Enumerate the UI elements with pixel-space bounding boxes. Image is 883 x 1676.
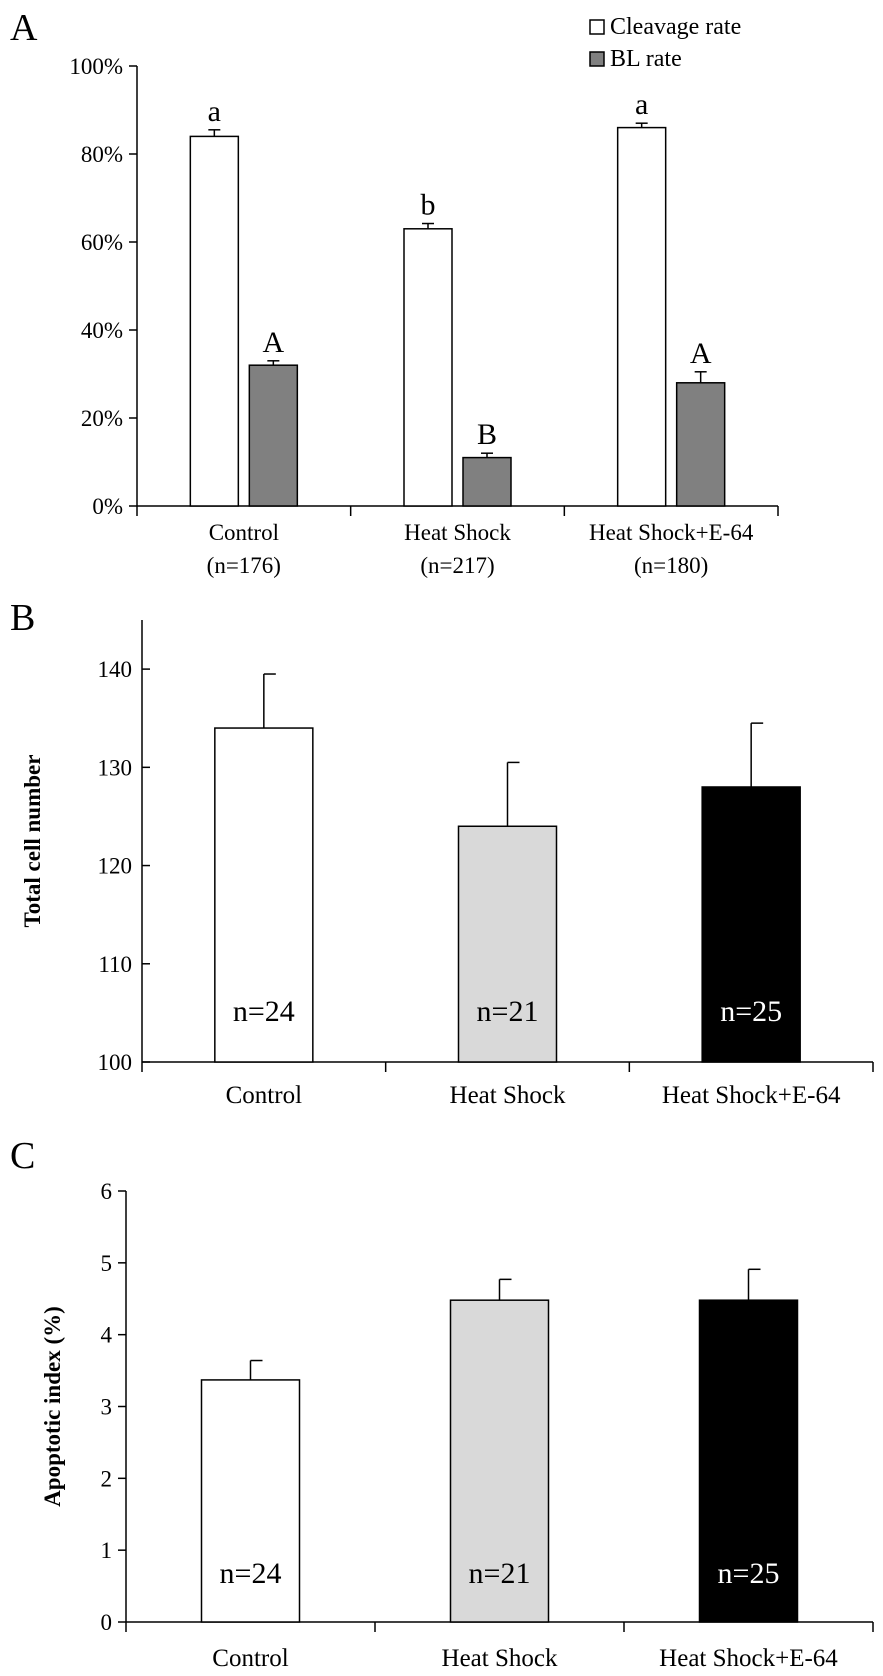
panel-a-bar-cleavage [189, 135, 240, 507]
panel-b-bar-label: n=24 [233, 995, 295, 1028]
panel-b-bar-label: n=21 [477, 995, 539, 1028]
panel-a-significance-letter: A [690, 337, 712, 370]
panel-a-category-sublabel: (n=217) [420, 553, 494, 578]
panel-c-y-tick-label: 3 [101, 1395, 113, 1420]
panel-c-y-axis-label: Apoptotic index (%) [40, 1306, 65, 1507]
panel-b-category-label: Heat Shock [450, 1082, 566, 1109]
panel-b-bar [457, 825, 558, 1063]
panel-a-y-tick-label: 20% [81, 406, 123, 431]
panel-a-bar-bl [462, 456, 512, 507]
panel-a-legend-label: BL rate [610, 46, 682, 72]
panel-a-category-label: Heat Shock+E-64 [589, 520, 754, 545]
panel-a-category-label: Control [209, 520, 279, 545]
panel-c-category-label: Heat Shock [442, 1645, 558, 1672]
panel-c-bar-label: n=24 [220, 1557, 282, 1590]
panel-c-bar [449, 1299, 550, 1623]
panel-c-y-tick-label: 6 [101, 1179, 113, 1204]
panel-a-y-tick-label: 60% [81, 230, 123, 255]
panel-a-bar-bl [248, 364, 299, 507]
panel-a-legend-label: Cleavage rate [610, 14, 741, 40]
panel-b-y-tick-label: 140 [98, 657, 133, 682]
panel-a-category-sublabel: (n=176) [207, 553, 281, 578]
panel-c-bar-label: n=25 [718, 1557, 780, 1590]
panel-c-category-label: Heat Shock+E-64 [659, 1645, 838, 1672]
panel-a-bar-cleavage [403, 228, 453, 507]
panel-c-y-tick-label: 2 [101, 1466, 113, 1491]
panel-b-category-label: Control [226, 1082, 302, 1109]
panel-a-y-tick-label: 40% [81, 318, 123, 343]
panel-c-bar-label: n=21 [469, 1557, 531, 1590]
panel-a-legend-swatch [589, 51, 605, 67]
panel-b-letter: B [10, 597, 35, 639]
panel-a-significance-letter: b [421, 189, 436, 222]
panel-c-bar [200, 1379, 301, 1623]
panel-a-y-tick-label: 100% [69, 54, 123, 79]
panel-b-category-label: Heat Shock+E-64 [662, 1082, 841, 1109]
panel-a-significance-letter: B [477, 418, 497, 451]
panel-b-y-tick-label: 130 [98, 755, 133, 780]
panel-a-y-tick-label: 80% [81, 142, 123, 167]
panel-a-legend-swatch [589, 19, 605, 35]
panel-a-category-label: Heat Shock [404, 520, 511, 545]
panel-c-y-tick-label: 1 [101, 1538, 113, 1563]
panel-b-bar [701, 786, 801, 1063]
panel-a-category-sublabel: (n=180) [634, 553, 708, 578]
panel-a-bar-cleavage [616, 126, 667, 507]
panel-a-significance-letter: A [262, 326, 284, 359]
panel-a-significance-letter: a [635, 88, 648, 121]
panel-a-y-tick-label: 0% [92, 494, 123, 519]
panel-b-y-tick-label: 110 [98, 952, 132, 977]
panel-a-bar-bl [675, 382, 726, 507]
panel-c-y-tick-label: 4 [101, 1323, 113, 1348]
panel-b-y-tick-label: 120 [98, 854, 133, 879]
panel-a-letter: A [10, 7, 38, 49]
panel-b-y-tick-label: 100 [98, 1050, 133, 1075]
panel-c-letter: C [10, 1135, 35, 1177]
panel-c-category-label: Control [212, 1645, 288, 1672]
panel-b-bar-label: n=25 [720, 995, 782, 1028]
panel-c-y-tick-label: 5 [101, 1251, 113, 1276]
panel-b-y-axis-label: Total cell number [20, 755, 45, 928]
panel-a-significance-letter: a [208, 95, 221, 128]
panel-c-y-tick-label: 0 [101, 1610, 113, 1635]
